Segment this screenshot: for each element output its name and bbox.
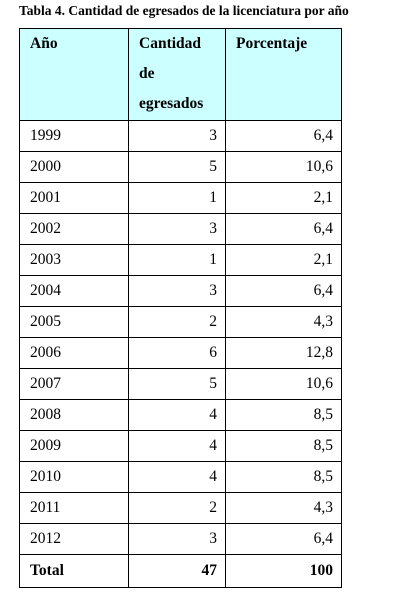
table-cell: 2012 <box>19 523 129 555</box>
header-cell: Cantidad de egresados <box>128 28 226 121</box>
table-row: 2011 2 4,3 <box>19 492 342 524</box>
table-cell: 2007 <box>19 368 129 400</box>
table-cell: 8,5 <box>225 461 342 493</box>
table-cell: 2011 <box>19 492 129 524</box>
table-cell: 4,3 <box>225 492 342 524</box>
table-cell: 6,4 <box>225 523 342 555</box>
table-cell: 100 <box>225 554 342 588</box>
table-cell: 2,1 <box>225 244 342 276</box>
table-row: 2010 4 8,5 <box>19 461 342 493</box>
table-cell: 2002 <box>19 213 129 245</box>
header-cell: Año <box>19 28 129 121</box>
table-cell: 2010 <box>19 461 129 493</box>
table-cell: 6,4 <box>225 275 342 307</box>
table-cell: 1 <box>128 182 226 214</box>
table-cell: 10,6 <box>225 368 342 400</box>
table-cell: 4,3 <box>225 306 342 338</box>
header-cell: Porcentaje <box>225 28 342 121</box>
table-row: 2006 6 12,8 <box>19 337 342 369</box>
table-cell: 2001 <box>19 182 129 214</box>
table-cell: 2003 <box>19 244 129 276</box>
data-table: Año Cantidad de egresados Porcentaje 1999 3… <box>19 28 342 588</box>
table-row: 2000 5 10,6 <box>19 151 342 183</box>
table-title: Tabla 4. Cantidad de egresados de la lic… <box>19 3 349 18</box>
table-cell: 2 <box>128 492 226 524</box>
table-cell: 2,1 <box>225 182 342 214</box>
table-cell: 6,4 <box>225 120 342 152</box>
table-cell: 3 <box>128 213 226 245</box>
table-cell: 47 <box>128 554 226 588</box>
table-cell: 2006 <box>19 337 129 369</box>
table-cell: 10,6 <box>225 151 342 183</box>
table-cell: 8,5 <box>225 430 342 462</box>
table-cell: 1999 <box>19 120 129 152</box>
table-row: 2007 5 10,6 <box>19 368 342 400</box>
table-cell: 4 <box>128 430 226 462</box>
table-row: 2005 2 4,3 <box>19 306 342 338</box>
table-row: 1999 3 6,4 <box>19 120 342 152</box>
table-row: 2003 1 2,1 <box>19 244 342 276</box>
table-row: 2012 3 6,4 <box>19 523 342 555</box>
table-cell: 4 <box>128 461 226 493</box>
table-cell: 5 <box>128 151 226 183</box>
table-cell: 2004 <box>19 275 129 307</box>
table-row: 2004 3 6,4 <box>19 275 342 307</box>
table-cell: 3 <box>128 275 226 307</box>
header-text: Porcentaje <box>236 35 308 52</box>
table-row: 2002 3 6,4 <box>19 213 342 245</box>
table-cell: 3 <box>128 120 226 152</box>
header-text: Año <box>30 35 58 52</box>
table-cell: 2 <box>128 306 226 338</box>
header-row: Año Cantidad de egresados Porcentaje <box>19 28 342 121</box>
table-cell: 1 <box>128 244 226 276</box>
table-cell: 6,4 <box>225 213 342 245</box>
total-row: Total 47 100 <box>19 554 342 588</box>
table-cell: 6 <box>128 337 226 369</box>
table-cell: Total <box>19 554 129 588</box>
table-row: 2001 1 2,1 <box>19 182 342 214</box>
table-cell: 12,8 <box>225 337 342 369</box>
table-cell: 2000 <box>19 151 129 183</box>
table-cell: 8,5 <box>225 399 342 431</box>
table-cell: 2009 <box>19 430 129 462</box>
table-cell: 2005 <box>19 306 129 338</box>
table-cell: 4 <box>128 399 226 431</box>
table-cell: 5 <box>128 368 226 400</box>
table-row: 2009 4 8,5 <box>19 430 342 462</box>
table-cell: 3 <box>128 523 226 555</box>
header-text: Cantidad de egresados <box>139 35 204 112</box>
table-row: 2008 4 8,5 <box>19 399 342 431</box>
table-cell: 2008 <box>19 399 129 431</box>
